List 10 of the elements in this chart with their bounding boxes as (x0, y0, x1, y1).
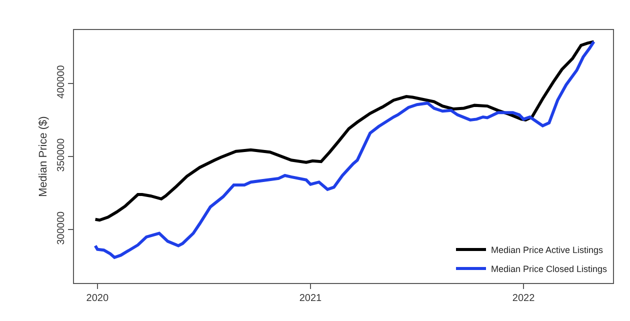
legend-label: Median Price Closed Listings (491, 264, 608, 274)
x-tick-label: 2020 (86, 293, 109, 304)
y-axis-title: Median Price ($) (38, 116, 50, 197)
line-series (94, 40, 596, 222)
x-tick-label: 2022 (512, 293, 536, 304)
legend-label: Median Price Active Listings (491, 245, 604, 256)
y-tick-label: 350000 (56, 138, 67, 172)
y-tick-label: 400000 (56, 64, 67, 99)
y-tick-label: 300000 (56, 211, 67, 245)
x-tick-label: 2021 (299, 293, 322, 304)
